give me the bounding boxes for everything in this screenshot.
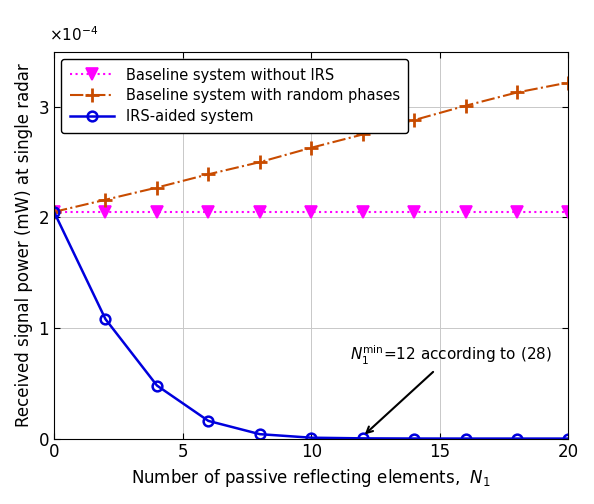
Baseline system without IRS [410, 209, 418, 215]
IRS-aided system [410, 435, 418, 442]
IRS-aided system [513, 435, 520, 442]
Baseline system with random phases [308, 145, 315, 151]
Baseline system with random phases [102, 197, 109, 203]
Baseline system with random phases [565, 80, 572, 86]
Line: IRS-aided system: IRS-aided system [49, 207, 573, 444]
X-axis label: Number of passive reflecting elements,  $N_1$: Number of passive reflecting elements, $… [131, 467, 491, 489]
Baseline system without IRS [308, 209, 315, 215]
Baseline system without IRS [462, 209, 469, 215]
Legend: Baseline system without IRS, Baseline system with random phases, IRS-aided syste: Baseline system without IRS, Baseline sy… [61, 59, 409, 133]
Baseline system without IRS [153, 209, 160, 215]
IRS-aided system [153, 383, 160, 389]
Baseline system with random phases [205, 171, 212, 177]
IRS-aided system [462, 435, 469, 442]
IRS-aided system [50, 209, 58, 215]
Baseline system without IRS [205, 209, 212, 215]
IRS-aided system [256, 431, 263, 437]
Baseline system with random phases [256, 159, 263, 165]
Baseline system without IRS [565, 209, 572, 215]
Baseline system without IRS [50, 209, 58, 215]
IRS-aided system [565, 435, 572, 442]
Baseline system without IRS [359, 209, 366, 215]
IRS-aided system [359, 435, 366, 442]
Line: Baseline system with random phases: Baseline system with random phases [47, 76, 576, 219]
Baseline system with random phases [359, 132, 366, 138]
Baseline system without IRS [256, 209, 263, 215]
Text: $N_1^{\mathrm{min}}$=12 according to (28): $N_1^{\mathrm{min}}$=12 according to (28… [350, 344, 552, 433]
Y-axis label: Received signal power (mW) at single radar: Received signal power (mW) at single rad… [15, 63, 33, 427]
Baseline system with random phases [153, 184, 160, 191]
Line: Baseline system without IRS: Baseline system without IRS [48, 206, 574, 218]
Baseline system with random phases [513, 89, 520, 95]
IRS-aided system [308, 434, 315, 440]
IRS-aided system [102, 316, 109, 322]
Baseline system with random phases [462, 103, 469, 109]
IRS-aided system [205, 418, 212, 424]
Baseline system with random phases [50, 209, 58, 215]
Baseline system without IRS [102, 209, 109, 215]
Baseline system with random phases [410, 117, 418, 123]
Baseline system without IRS [513, 209, 520, 215]
Text: $\times10^{-4}$: $\times10^{-4}$ [49, 25, 98, 44]
